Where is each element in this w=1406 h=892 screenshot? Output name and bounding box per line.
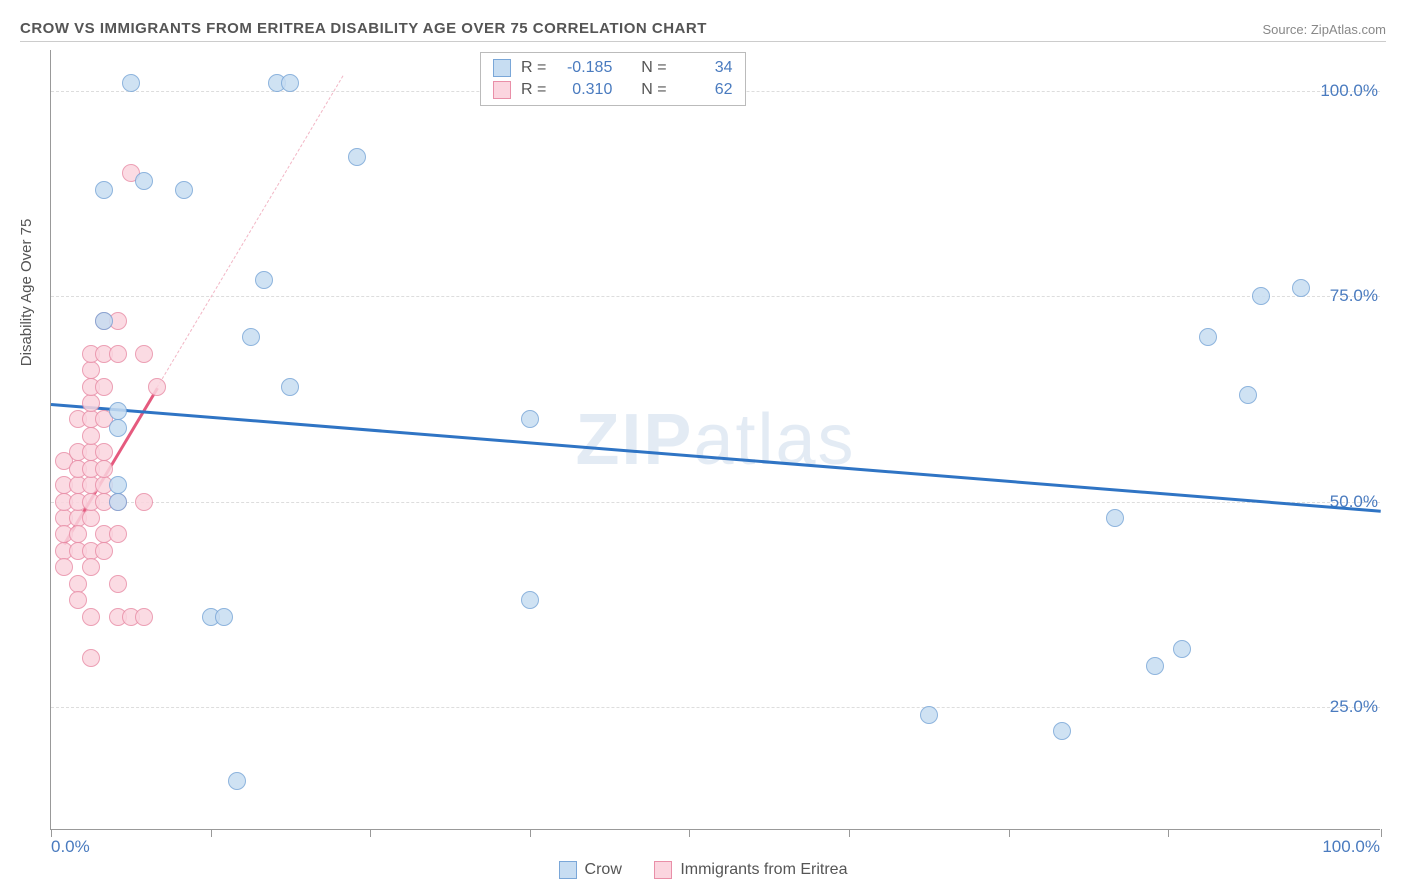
- x-min-label: 0.0%: [51, 837, 90, 857]
- swatch-crow: [493, 59, 511, 77]
- data-point-eritrea: [109, 345, 127, 363]
- data-point-eritrea: [95, 542, 113, 560]
- data-point-eritrea: [69, 525, 87, 543]
- data-point-crow: [920, 706, 938, 724]
- data-point-eritrea: [82, 427, 100, 445]
- data-point-crow: [1053, 722, 1071, 740]
- data-point-eritrea: [82, 361, 100, 379]
- series-legend: Crow Immigrants from Eritrea: [0, 861, 1406, 884]
- data-point-eritrea: [135, 345, 153, 363]
- data-point-crow: [95, 312, 113, 330]
- data-point-crow: [1106, 509, 1124, 527]
- data-point-crow: [215, 608, 233, 626]
- x-tick: [1381, 829, 1382, 837]
- data-point-crow: [109, 402, 127, 420]
- data-point-eritrea: [55, 558, 73, 576]
- data-point-crow: [135, 172, 153, 190]
- data-point-crow: [255, 271, 273, 289]
- data-point-crow: [1173, 640, 1191, 658]
- data-point-crow: [1292, 279, 1310, 297]
- x-tick: [1168, 829, 1169, 837]
- swatch-eritrea: [493, 81, 511, 99]
- data-point-crow: [228, 772, 246, 790]
- data-point-crow: [122, 74, 140, 92]
- gridline: [51, 707, 1380, 708]
- data-point-crow: [1239, 386, 1257, 404]
- data-point-eritrea: [82, 394, 100, 412]
- x-tick: [530, 829, 531, 837]
- data-point-eritrea: [95, 378, 113, 396]
- data-point-crow: [521, 591, 539, 609]
- swatch-eritrea: [654, 861, 672, 879]
- data-point-eritrea: [82, 608, 100, 626]
- gridline: [51, 296, 1380, 297]
- x-tick: [51, 829, 52, 837]
- data-point-eritrea: [95, 460, 113, 478]
- data-point-crow: [1199, 328, 1217, 346]
- data-point-crow: [348, 148, 366, 166]
- correlation-legend: R = -0.185 N = 34 R = 0.310 N = 62: [480, 52, 746, 106]
- data-point-crow: [281, 74, 299, 92]
- legend-row-crow: R = -0.185 N = 34: [493, 57, 733, 79]
- data-point-crow: [109, 493, 127, 511]
- x-tick: [849, 829, 850, 837]
- x-tick: [1009, 829, 1010, 837]
- legend-row-eritrea: R = 0.310 N = 62: [493, 79, 733, 101]
- data-point-crow: [109, 476, 127, 494]
- watermark: ZIPatlas: [575, 399, 855, 481]
- data-point-crow: [109, 419, 127, 437]
- y-axis-title: Disability Age Over 75: [18, 219, 35, 367]
- data-point-crow: [1146, 657, 1164, 675]
- y-tick-label: 75.0%: [1330, 286, 1382, 306]
- x-tick: [211, 829, 212, 837]
- data-point-eritrea: [82, 649, 100, 667]
- data-point-eritrea: [109, 525, 127, 543]
- data-point-crow: [281, 378, 299, 396]
- data-point-eritrea: [69, 591, 87, 609]
- chart-header: CROW VS IMMIGRANTS FROM ERITREA DISABILI…: [20, 12, 1386, 42]
- gridline: [51, 502, 1380, 503]
- data-point-crow: [175, 181, 193, 199]
- data-point-eritrea: [69, 575, 87, 593]
- trend-line: [51, 403, 1381, 512]
- data-point-eritrea: [82, 558, 100, 576]
- swatch-crow: [559, 861, 577, 879]
- legend-item-eritrea: Immigrants from Eritrea: [654, 861, 847, 879]
- data-point-eritrea: [82, 509, 100, 527]
- source-label: Source: ZipAtlas.com: [1262, 22, 1386, 37]
- x-tick: [689, 829, 690, 837]
- x-max-label: 100.0%: [1322, 837, 1380, 857]
- data-point-eritrea: [135, 608, 153, 626]
- legend-item-crow: Crow: [559, 861, 622, 879]
- x-tick: [370, 829, 371, 837]
- data-point-crow: [521, 410, 539, 428]
- data-point-crow: [242, 328, 260, 346]
- data-point-eritrea: [109, 575, 127, 593]
- chart-title: CROW VS IMMIGRANTS FROM ERITREA DISABILI…: [20, 20, 707, 37]
- scatter-chart: ZIPatlas 25.0%50.0%75.0%100.0%0.0%100.0%: [50, 50, 1380, 830]
- data-point-crow: [1252, 287, 1270, 305]
- data-point-crow: [95, 181, 113, 199]
- y-tick-label: 25.0%: [1330, 697, 1382, 717]
- data-point-eritrea: [95, 443, 113, 461]
- data-point-eritrea: [148, 378, 166, 396]
- data-point-eritrea: [135, 493, 153, 511]
- y-tick-label: 100.0%: [1320, 81, 1382, 101]
